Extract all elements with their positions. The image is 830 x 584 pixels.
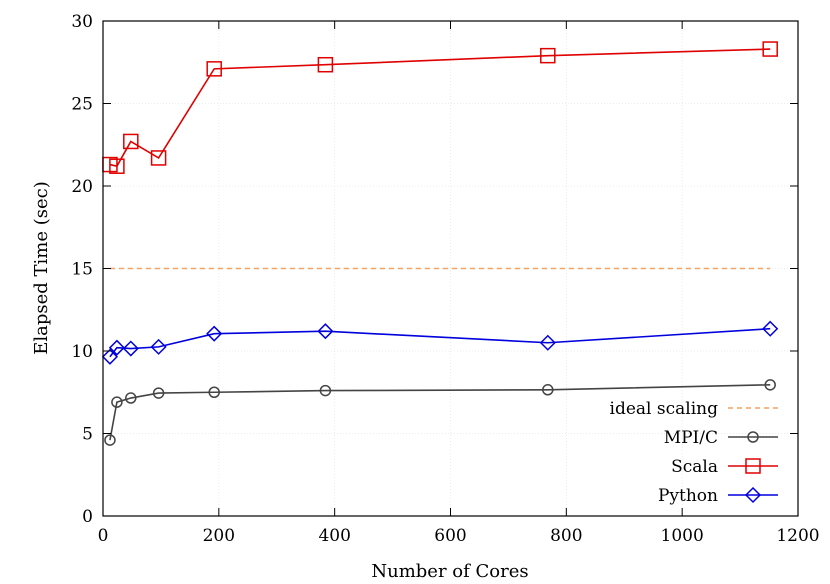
- series-python: [101, 320, 779, 365]
- circle-marker: [104, 434, 116, 446]
- y-tick-label: 25: [71, 95, 93, 115]
- diamond-marker: [762, 320, 779, 337]
- legend-label: MPI/C: [664, 428, 718, 448]
- diamond-marker: [108, 339, 125, 356]
- x-tick-label: 1200: [776, 526, 819, 546]
- circle-marker: [111, 396, 123, 408]
- circle-marker: [319, 384, 332, 397]
- legend-label: ideal scaling: [610, 399, 719, 419]
- square-marker: [206, 61, 222, 77]
- legend: ideal scaling MPI/C Scala Python: [610, 399, 778, 506]
- square-marker: [762, 41, 778, 57]
- series-mpi-c: [104, 379, 776, 446]
- diamond-marker: [317, 323, 334, 340]
- diamond-marker: [101, 348, 119, 365]
- diamond-marker: [122, 340, 139, 357]
- circle-marker: [764, 379, 776, 391]
- series-scala: [102, 41, 778, 174]
- diamond-marker: [744, 486, 762, 504]
- x-tick-label: 800: [550, 526, 582, 546]
- x-axis-label: Number of Cores: [371, 561, 528, 582]
- axis-ticks: 0 200 400 600 800 1000 1200 0 5 10 15 20 25 30: [71, 12, 819, 546]
- circle-marker: [125, 392, 137, 404]
- diamond-marker: [150, 338, 167, 355]
- circle-marker: [208, 386, 220, 398]
- square-marker: [109, 158, 125, 174]
- square-marker: [745, 458, 761, 474]
- series-line: [109, 48, 771, 168]
- x-tick-label: 0: [98, 526, 109, 546]
- y-tick-label: 0: [82, 507, 93, 527]
- diamond-marker: [539, 334, 556, 351]
- x-tick-label: 1000: [661, 526, 704, 546]
- series-layer: [101, 41, 779, 446]
- circle-marker: [542, 384, 554, 396]
- series-line: [109, 384, 771, 441]
- circle-marker: [747, 431, 759, 443]
- square-marker: [123, 133, 139, 150]
- y-tick-label: 20: [71, 177, 93, 197]
- square-marker: [540, 47, 556, 64]
- y-axis-label: Elapsed Time (sec): [31, 181, 52, 355]
- legend-label: Python: [658, 486, 718, 506]
- square-marker: [150, 150, 167, 166]
- square-marker: [317, 56, 334, 73]
- y-tick-label: 30: [71, 12, 93, 32]
- circle-marker: [152, 387, 165, 399]
- y-tick-label: 5: [82, 425, 93, 445]
- diamond-marker: [206, 325, 223, 342]
- series-line: [109, 327, 771, 358]
- grid-lines: [103, 21, 798, 516]
- legend-label: Scala: [671, 457, 718, 477]
- y-tick-label: 15: [71, 260, 93, 280]
- y-tick-label: 10: [71, 342, 93, 362]
- x-tick-label: 600: [434, 526, 466, 546]
- x-tick-label: 200: [203, 526, 235, 546]
- x-tick-label: 400: [318, 526, 350, 546]
